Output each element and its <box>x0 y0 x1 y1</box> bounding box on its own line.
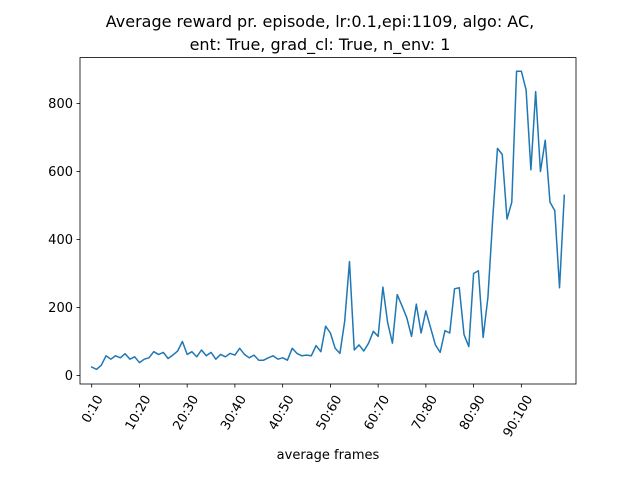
y-tick-label: 400 <box>48 233 73 248</box>
y-axis: 0 200 400 600 800 <box>48 97 80 384</box>
x-tick-label: 40:50 <box>266 393 298 433</box>
x-tick-label: 90:100 <box>501 393 537 440</box>
x-tick-label: 80:90 <box>457 393 489 433</box>
chart-title-line-1: Average reward pr. episode, lr:0.1,epi:1… <box>105 12 535 31</box>
plot-frame <box>79 57 577 385</box>
x-tick-label: 70:80 <box>409 393 441 433</box>
x-axis: 0:10 10:20 20:30 30:40 40:50 50:60 60:70 70:80 8… <box>79 384 536 440</box>
series-line <box>90 70 566 371</box>
x-tick-label: 30:40 <box>218 393 250 433</box>
x-axis-label: average frames <box>277 448 380 463</box>
x-tick-label: 60:70 <box>361 393 393 433</box>
y-tick-label: 0 <box>65 369 73 384</box>
x-tick-label: 0:10 <box>79 393 107 426</box>
x-tick-label: 10:20 <box>123 393 155 433</box>
chart-title-line-2: ent: True, grad_cl: True, n_env: 1 <box>189 35 451 54</box>
x-tick-label: 50:60 <box>314 393 346 433</box>
y-tick-label: 200 <box>48 301 73 316</box>
y-tick-label: 800 <box>48 97 73 112</box>
x-tick-label: 20:30 <box>171 393 203 433</box>
y-tick-label: 600 <box>48 165 73 180</box>
